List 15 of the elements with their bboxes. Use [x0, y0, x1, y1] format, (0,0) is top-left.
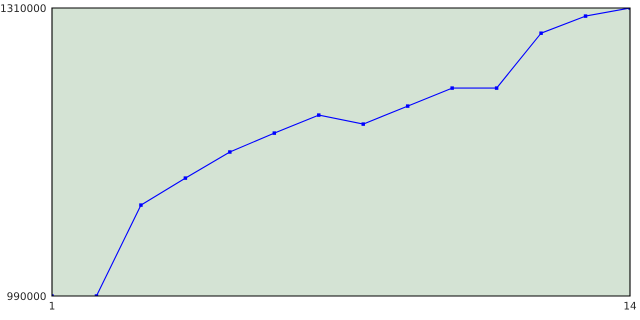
point: [361, 122, 365, 126]
point: [317, 113, 321, 117]
point: [584, 14, 588, 18]
y-tick-label: 1310000: [1, 4, 46, 12]
line-series: [52, 8, 630, 296]
x-tick-label: 1: [50, 302, 54, 310]
point: [450, 86, 454, 90]
point: [494, 86, 498, 90]
point: [184, 176, 188, 180]
point: [139, 203, 143, 207]
point: [539, 31, 543, 35]
y-tick-label: 990000: [7, 292, 46, 300]
point: [272, 131, 276, 135]
point: [406, 104, 410, 108]
x-tick-label: 14: [624, 302, 636, 310]
